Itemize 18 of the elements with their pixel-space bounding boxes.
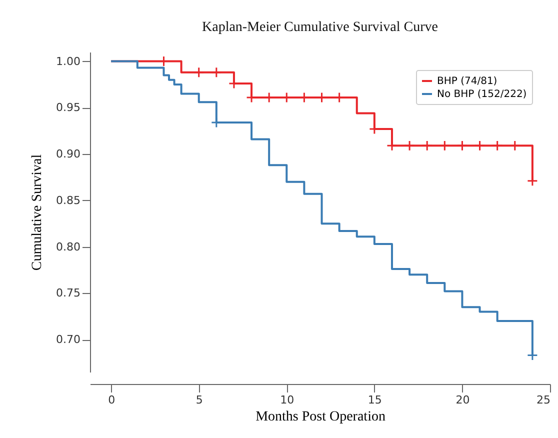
y-tick-label: 0.80 — [56, 240, 80, 254]
x-tick-label: 5 — [196, 394, 203, 406]
y-tick-label: 0.85 — [56, 194, 80, 207]
x-axis-title: Months Post Operation — [256, 410, 386, 424]
y-axis-title: Cumulative Survival — [30, 154, 46, 271]
chart-title: Kaplan-Meier Cumulative Survival Curve — [202, 20, 438, 35]
y-tick-label: 0.95 — [56, 101, 80, 114]
legend-label: BHP (74/81) — [437, 76, 498, 87]
x-tick-label: 10 — [280, 394, 294, 406]
x-tick-label: 20 — [456, 394, 470, 406]
x-tick-label: 15 — [368, 394, 382, 406]
y-tick-label: 0.75 — [56, 286, 80, 300]
y-tick-label: 0.90 — [56, 148, 80, 161]
x-tick-label: 25 — [536, 394, 550, 406]
y-tick-label: 1.00 — [56, 54, 80, 68]
legend-label: No BHP (152/222) — [437, 89, 527, 100]
x-tick-label: 0 — [108, 394, 116, 406]
y-tick-label: 0.70 — [56, 333, 80, 346]
